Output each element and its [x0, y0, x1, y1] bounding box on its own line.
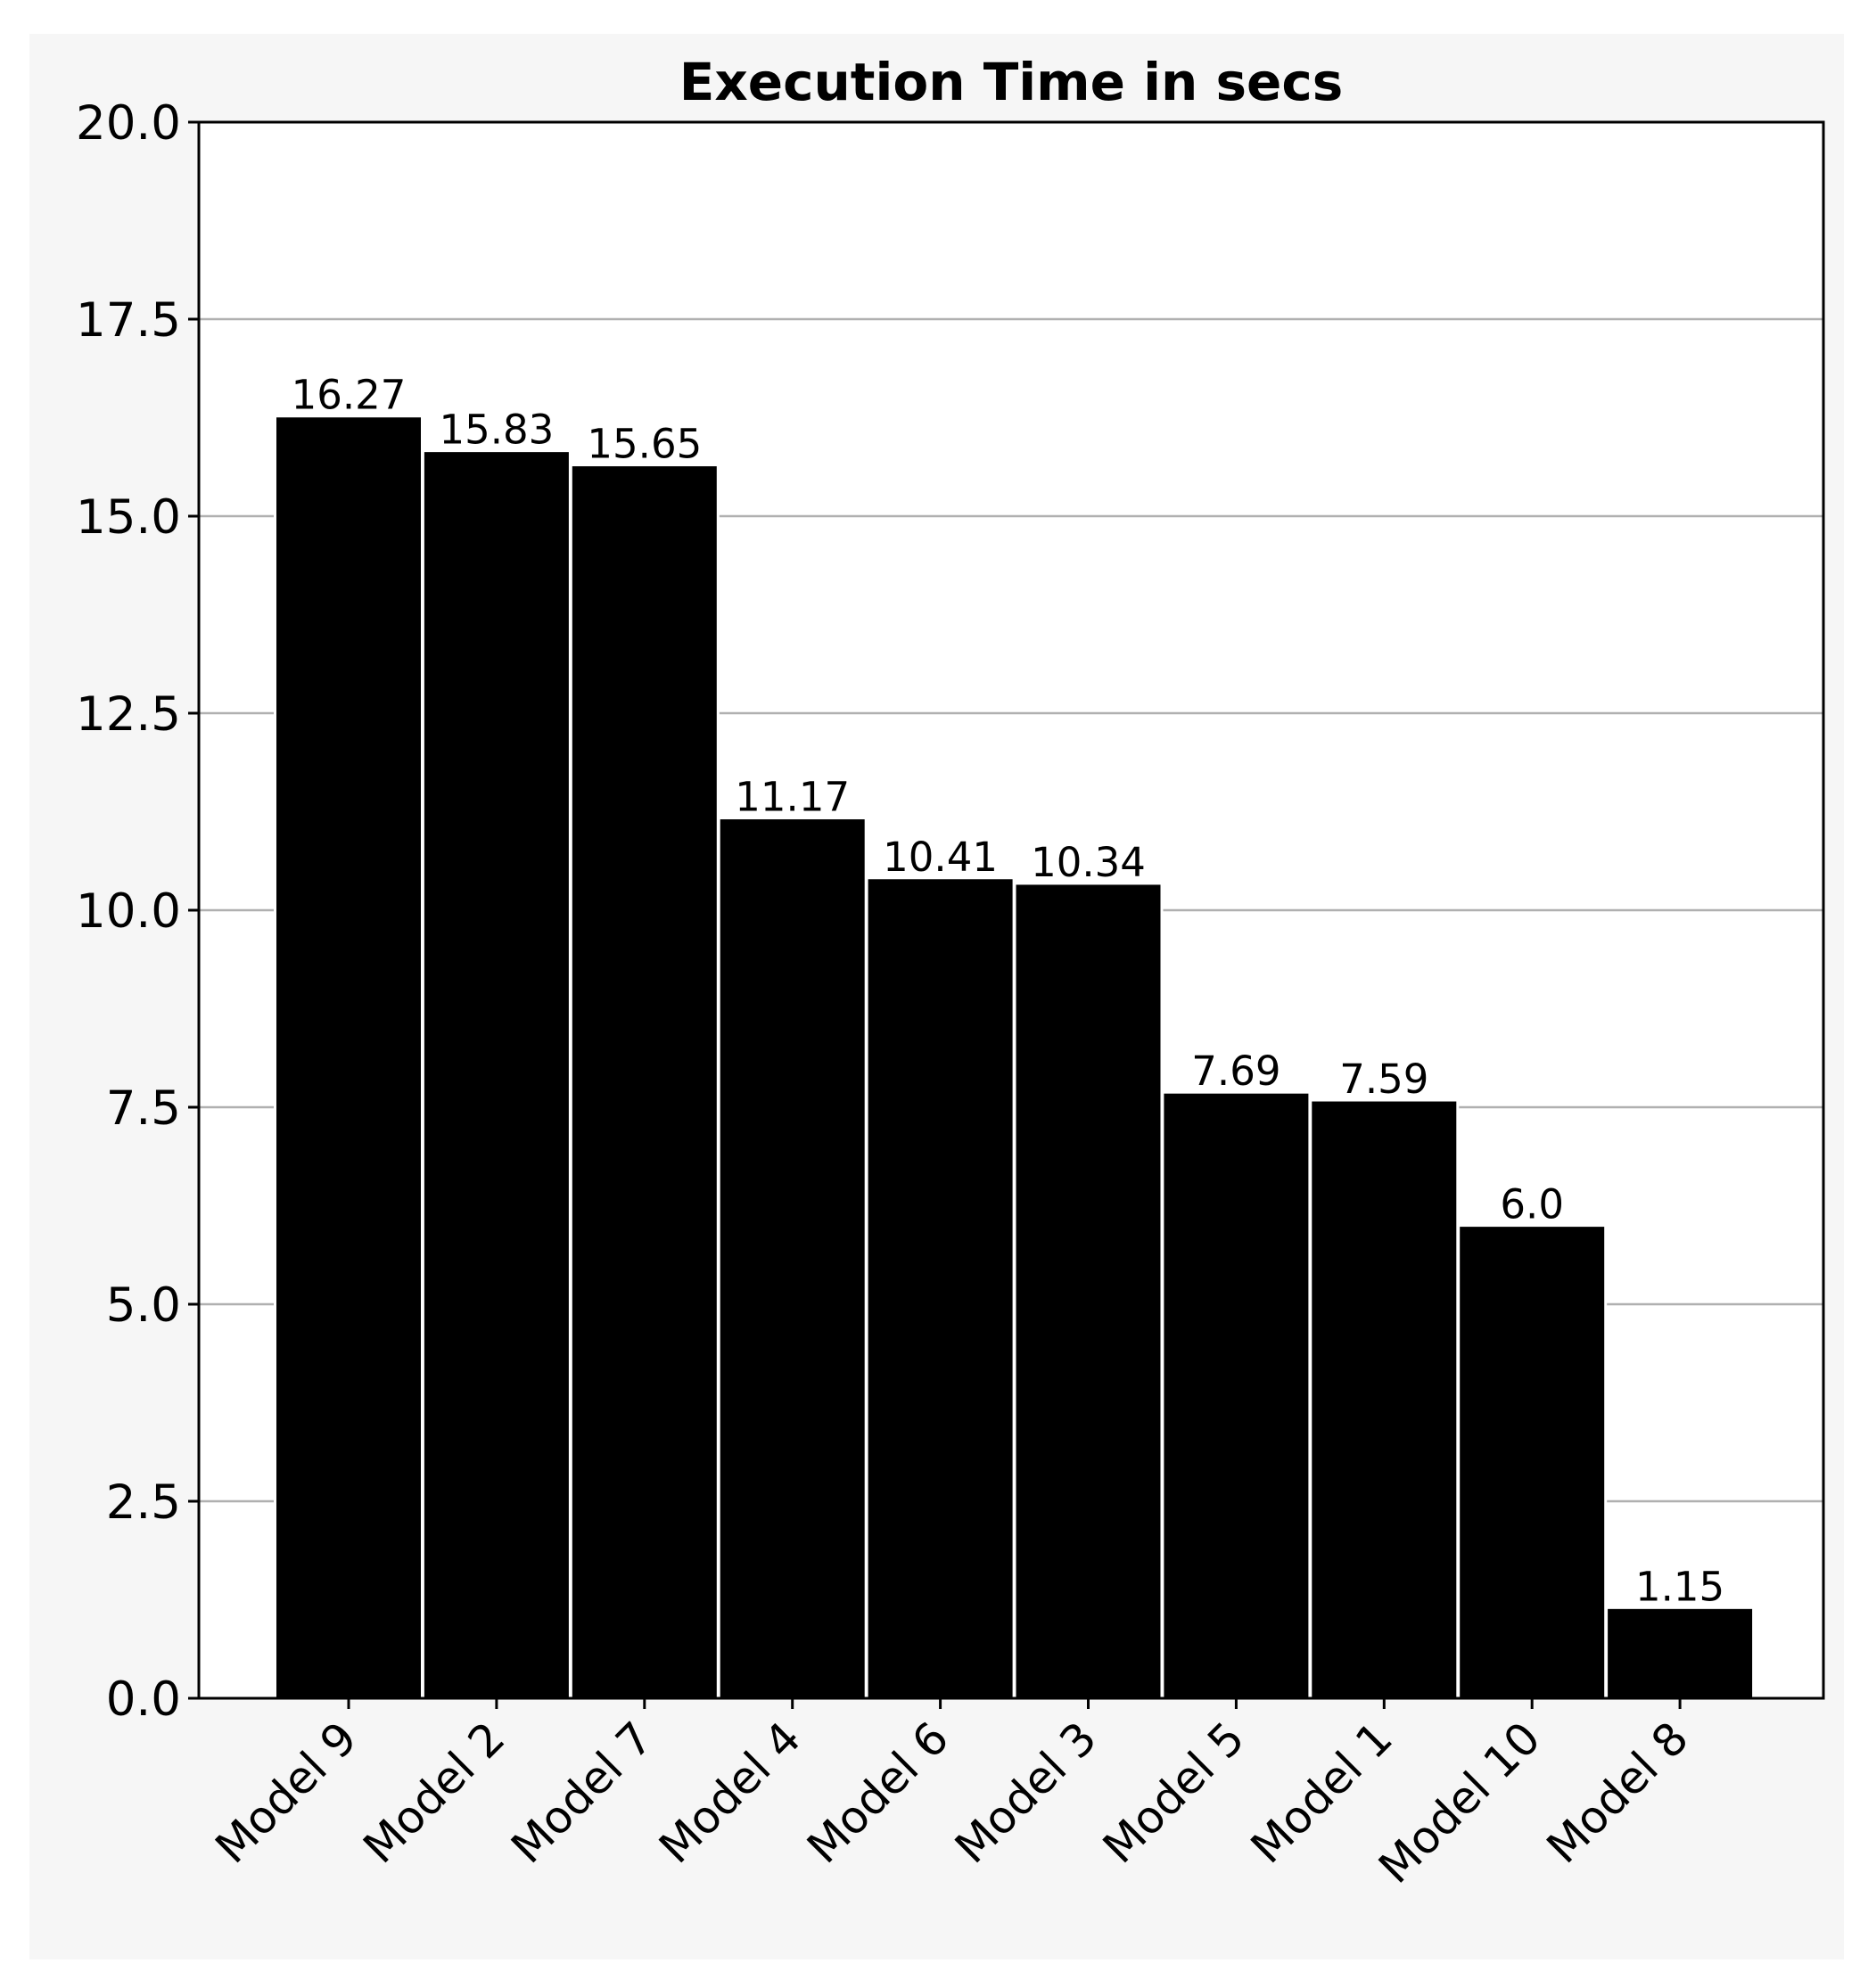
y-tick-label: 12.5 [76, 687, 181, 742]
y-tick-label: 7.5 [106, 1081, 181, 1136]
bar-value-label: 15.83 [439, 407, 554, 454]
x-tick-label: Model 5 [1093, 1712, 1255, 1873]
bar-value-label: 10.41 [883, 834, 998, 881]
y-tick-label: 5.0 [106, 1278, 181, 1333]
y-tick-label: 20.0 [76, 96, 181, 151]
bar-value-label: 10.34 [1031, 839, 1146, 886]
bar [1013, 882, 1164, 1700]
bar-value-label: 15.65 [587, 421, 702, 468]
x-tick-label: Model 2 [353, 1712, 514, 1873]
x-tick-label: Model 8 [1537, 1712, 1699, 1873]
y-tick-label: 10.0 [76, 884, 181, 939]
bar [717, 817, 868, 1700]
bar [274, 415, 424, 1700]
chart-title: Execution Time in secs [679, 52, 1344, 112]
bar [569, 464, 720, 1700]
bar-value-label: 7.69 [1191, 1047, 1280, 1095]
y-axis-ticks: 0.0 2.5 5.0 7.5 10.0 12.5 15.0 17.5 20.0 [76, 96, 199, 1727]
bar [1161, 1090, 1312, 1700]
bar [421, 449, 572, 1700]
y-tick-label: 15.0 [76, 490, 181, 545]
bar-value-labels: 16.27 15.83 15.65 11.17 10.41 10.34 7.69 7.59 6.… [292, 372, 1725, 1611]
bars [274, 415, 1756, 1700]
bar-value-label: 11.17 [735, 774, 850, 821]
y-tick-label: 2.5 [106, 1475, 181, 1530]
x-tick-label: Model 4 [649, 1712, 811, 1873]
x-tick-label: Model 7 [501, 1712, 662, 1873]
bar-value-label: 7.59 [1339, 1056, 1428, 1103]
x-tick-label: Model 3 [945, 1712, 1107, 1873]
bar-value-label: 1.15 [1635, 1563, 1724, 1610]
x-tick-label: Model 10 [1369, 1712, 1550, 1893]
y-tick-label: 17.5 [76, 293, 181, 348]
bar [865, 876, 1016, 1700]
x-tick-label: Model 9 [206, 1712, 367, 1873]
y-tick-label: 0.0 [106, 1672, 181, 1727]
bar [1309, 1098, 1460, 1700]
bar [1457, 1224, 1608, 1700]
bar [1605, 1606, 1756, 1700]
bar-value-label: 16.27 [292, 372, 407, 419]
bar-value-label: 6.0 [1500, 1181, 1564, 1228]
x-tick-label: Model 6 [797, 1712, 959, 1873]
